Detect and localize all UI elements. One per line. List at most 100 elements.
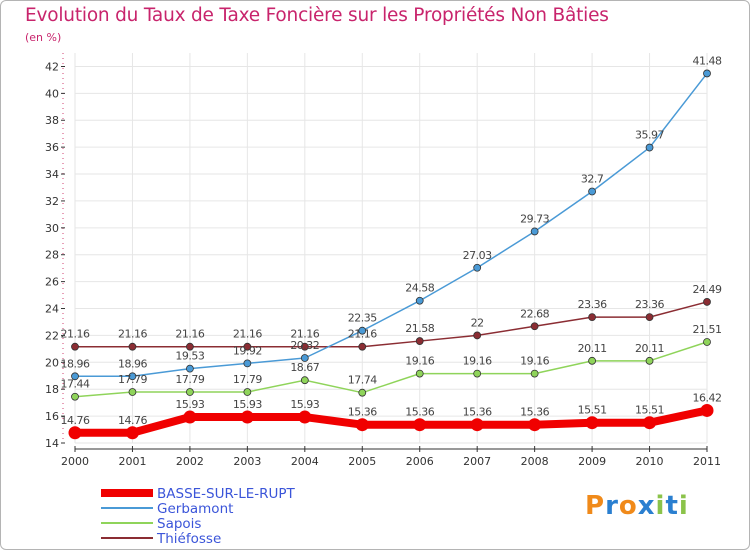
data-point [473, 369, 482, 378]
data-label: 14.76 [118, 414, 147, 427]
data-point [298, 410, 312, 424]
data-label: 15.36 [405, 406, 434, 419]
data-label: 18.67 [290, 361, 319, 374]
data-label: 14.76 [61, 414, 90, 427]
data-label: 16.42 [693, 391, 722, 404]
y-tick-label: 22 [45, 329, 59, 342]
data-point [183, 410, 197, 424]
data-point [473, 263, 482, 272]
data-label: 22.68 [520, 307, 549, 320]
x-tick-label: 2006 [406, 455, 434, 468]
y-tick-label: 42 [45, 60, 59, 73]
data-label: 17.74 [348, 374, 377, 387]
legend-label: Thiéfosse [156, 531, 221, 547]
y-tick-label: 40 [45, 87, 59, 100]
data-point [240, 410, 254, 424]
data-point [358, 388, 367, 397]
data-point [415, 296, 424, 305]
data-point [588, 313, 596, 322]
x-tick-label: 2011 [693, 455, 721, 468]
data-label: 29.73 [520, 212, 549, 225]
x-tick-label: 2003 [233, 455, 261, 468]
data-label: 15.93 [233, 398, 262, 411]
data-label: 22 [471, 316, 484, 329]
data-point [71, 342, 79, 351]
chart-subtitle: (en %) [25, 31, 62, 44]
logo-letter: t [665, 491, 679, 521]
y-tick-label: 26 [45, 276, 59, 289]
y-tick-label: 34 [45, 168, 59, 181]
data-label: 20.32 [290, 339, 319, 352]
data-point [358, 326, 367, 335]
y-tick-label: 18 [45, 383, 59, 396]
data-label: 19.16 [520, 355, 549, 368]
data-point [530, 369, 539, 378]
data-point [415, 337, 424, 345]
data-label: 27.03 [463, 249, 492, 262]
data-point [355, 418, 369, 432]
data-label: 19.92 [233, 344, 262, 357]
data-point [703, 298, 711, 306]
logo-letter: x [637, 491, 656, 521]
logo-letter: r [605, 491, 619, 521]
data-label: 17.79 [175, 373, 204, 386]
chart-title: Evolution du Taux de Taxe Foncière sur l… [25, 5, 609, 26]
data-point [588, 356, 596, 365]
data-label: 15.93 [175, 398, 204, 411]
data-point [703, 69, 711, 78]
data-label: 17.44 [61, 378, 90, 391]
data-point [300, 342, 309, 351]
data-label: 15.51 [635, 404, 664, 417]
logo-letter: o [618, 491, 638, 521]
data-label: 21.16 [290, 328, 319, 341]
data-point [700, 403, 714, 417]
y-tick-label: 16 [45, 410, 59, 423]
data-label: 23.36 [578, 298, 607, 311]
x-tick-label: 2010 [636, 455, 664, 468]
data-point [645, 313, 654, 322]
data-label: 19.16 [405, 355, 434, 368]
y-tick-label: 30 [45, 222, 59, 235]
x-tick-label: 2004 [291, 455, 319, 468]
y-tick-label: 24 [45, 303, 59, 316]
data-label: 21.51 [693, 323, 722, 336]
data-point [528, 418, 542, 432]
data-label: 21.16 [61, 328, 90, 341]
data-point [128, 342, 137, 351]
x-tick-label: 2001 [118, 455, 146, 468]
data-label: 22.35 [348, 312, 377, 325]
data-label: 15.36 [463, 406, 492, 419]
data-label: 24.58 [405, 282, 434, 295]
logo-letter: i [678, 491, 689, 521]
y-tick-label: 36 [45, 141, 59, 154]
logo-letter: i [655, 491, 666, 521]
data-point [703, 338, 711, 346]
series-line [74, 341, 708, 398]
y-tick-label: 32 [45, 195, 59, 208]
data-point [125, 426, 139, 440]
data-label: 24.49 [693, 283, 722, 296]
data-label: 41.48 [693, 54, 722, 67]
legend-label: Sapois [157, 516, 201, 532]
data-point [68, 426, 82, 440]
data-point [645, 143, 654, 152]
data-point [243, 388, 252, 396]
series-line [75, 406, 708, 437]
data-label: 21.16 [348, 328, 377, 341]
data-point [300, 376, 309, 385]
data-point [71, 372, 79, 381]
data-point [186, 364, 194, 373]
x-tick-label: 2007 [463, 455, 491, 468]
data-label: 19.53 [175, 350, 204, 363]
data-point [358, 342, 367, 351]
proxiti-logo: Proxiti [585, 491, 689, 521]
data-label: 15.36 [348, 406, 377, 419]
x-tick-label: 2009 [578, 455, 606, 468]
data-point [588, 187, 596, 196]
data-label: 32.7 [581, 173, 604, 186]
data-label: 17.79 [233, 373, 262, 386]
data-point [530, 227, 539, 236]
data-point [186, 388, 194, 396]
data-label: 18.96 [61, 357, 90, 370]
